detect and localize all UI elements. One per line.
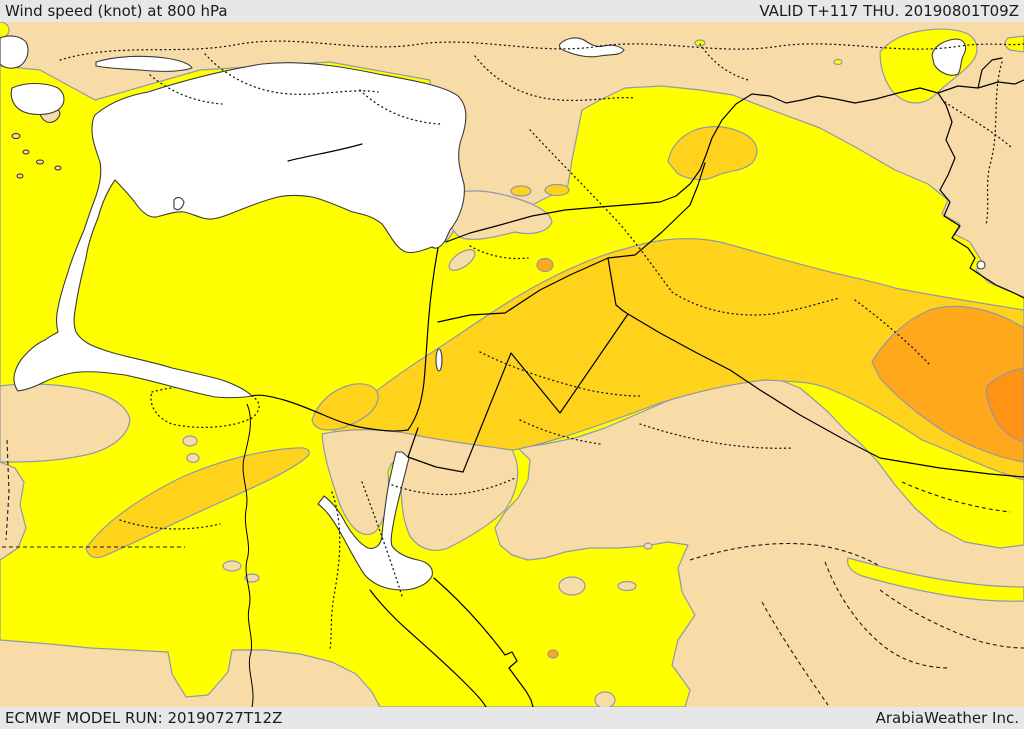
dashed-line (901, 481, 1011, 513)
provider-credit: ArabiaWeather Inc. (875, 709, 1019, 727)
izmir-bay-patch (10, 82, 65, 116)
gold-oval (510, 185, 532, 197)
egypt-red-sea-coast (369, 589, 487, 707)
dead-sea (435, 348, 443, 372)
dotted-line (119, 519, 221, 530)
tan-spot (594, 691, 616, 707)
dotted-line (479, 351, 641, 397)
deep-orange-corner-core (985, 367, 1024, 443)
dotted-line (854, 299, 931, 366)
caucasus-borders (937, 57, 1024, 94)
nile-delta (150, 385, 260, 429)
dashed-line (761, 601, 829, 706)
dotted-line (944, 101, 1013, 149)
dotted-line (519, 419, 601, 445)
aegean-islet (54, 165, 62, 171)
orange-spot (547, 649, 559, 659)
dotted-line (529, 129, 673, 293)
dashed-line (824, 561, 951, 669)
aegean-north-patch (0, 35, 29, 69)
footer-bar: ECMWF MODEL RUN: 20190727T12Z ArabiaWeat… (0, 707, 1024, 729)
country-borders (251, 57, 1024, 707)
yellow-fleck (833, 58, 843, 66)
yellow-fleck (0, 22, 10, 39)
dashed-line (689, 542, 881, 567)
dotted-line (985, 61, 1003, 226)
nile-river (242, 403, 254, 707)
dotted-line (474, 55, 636, 102)
admin-borders-dotted (59, 40, 1024, 651)
tan-spot (244, 573, 260, 583)
valid-time-label: VALID T+117 THU. 20190801T09Z (759, 2, 1019, 20)
admin-borders-dashed (2, 439, 1024, 706)
aegean-islet (36, 159, 44, 165)
orange-spot (536, 257, 554, 273)
tan-spot (617, 580, 637, 592)
tan-patches (0, 190, 653, 707)
tan-sinai-region (321, 429, 519, 551)
aegean-islet (11, 133, 21, 139)
egypt-israel-border (407, 427, 419, 458)
gold-turkey-blob (667, 126, 758, 181)
red-sea-gulfs (317, 451, 433, 591)
map-title: Wind speed (knot) at 800 hPa (5, 2, 228, 20)
dotted-line (361, 481, 403, 597)
tan-spot (186, 452, 200, 464)
forecast-map (0, 22, 1024, 707)
persian-gulf-head (976, 260, 986, 270)
dotted-line (671, 291, 841, 316)
syria-iraq-border (607, 162, 706, 315)
dotted-line (391, 477, 516, 496)
turkey-syria-iraq-iran-border (445, 87, 956, 243)
levant-coastline (251, 247, 439, 432)
aegean-islet (16, 173, 24, 179)
dotted-line (359, 89, 441, 125)
cyprus-north-coast (287, 143, 363, 162)
band-deep-orange-region (985, 367, 1024, 443)
gold-egypt-band (85, 447, 310, 559)
band-orange-regions (536, 257, 1024, 659)
dotted-line (329, 491, 341, 651)
orange-core-right (871, 305, 1024, 463)
band-gold-regions (85, 126, 1024, 559)
dotted-line (204, 53, 379, 95)
model-run-label: ECMWF MODEL RUN: 20190727T12Z (5, 709, 283, 727)
dotted-line (699, 43, 749, 81)
tan-spot (558, 576, 586, 596)
dashed-line (5, 439, 10, 541)
dashed-line (879, 589, 1024, 649)
jordan-aqaba-border (407, 456, 464, 473)
gold-main-band (331, 238, 1024, 481)
saudi-red-sea-coast (433, 577, 534, 707)
yellow-streak-southeast (847, 557, 1024, 602)
gold-oval (544, 183, 570, 197)
aegean-islet (22, 149, 30, 155)
gold-sinai-blob (311, 383, 379, 431)
iran-iraq-border (939, 189, 1024, 299)
tan-spot (222, 560, 242, 572)
lake-egirdir (173, 197, 185, 211)
dotted-line (469, 245, 529, 260)
yellow-fleck (694, 39, 706, 47)
header-bar: Wind speed (knot) at 800 hPa VALID T+117… (0, 0, 1024, 22)
jordan-saudi-zigzag-border (462, 313, 629, 473)
tan-spot (182, 435, 198, 447)
tan-lebanon-ridge (448, 249, 476, 271)
tan-egypt-northwest (0, 383, 131, 463)
tan-spot (643, 542, 653, 550)
iraq-saudi-border (627, 313, 1024, 478)
marmara-sea (95, 55, 193, 72)
jordan-syria-border (437, 257, 609, 323)
